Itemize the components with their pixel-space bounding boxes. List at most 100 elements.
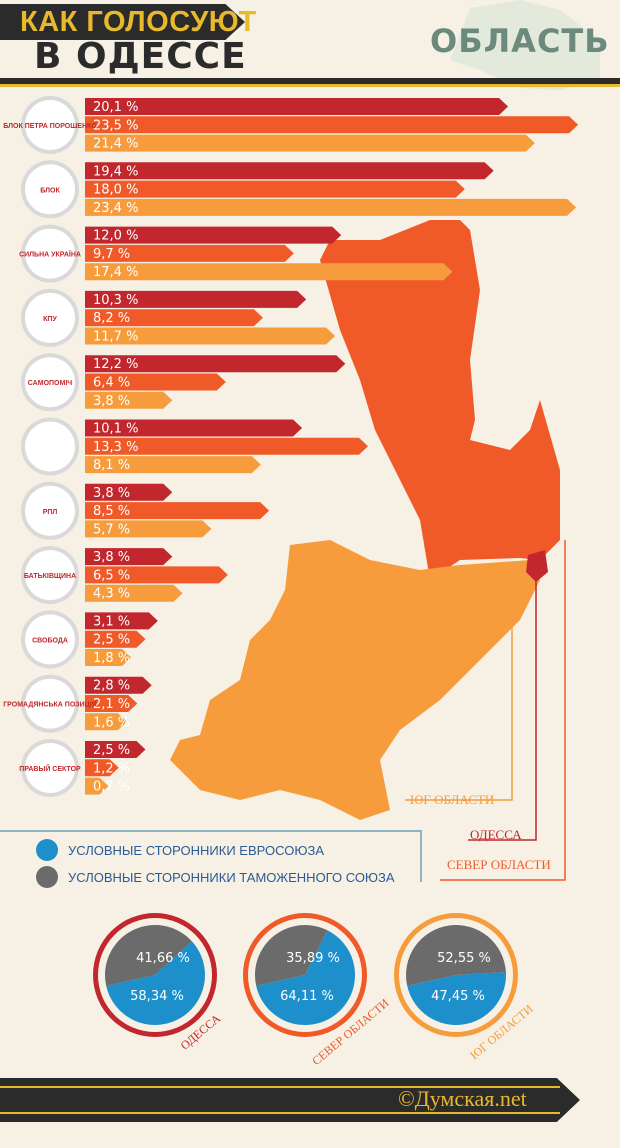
- bar-9-1: [85, 695, 138, 712]
- bar-6-0: [85, 483, 173, 501]
- copyright-text: ©Думская.net: [398, 1086, 527, 1111]
- party-name-label: СВОБОДА: [32, 637, 68, 644]
- pie-label-eu: 64,11 %: [280, 989, 334, 1004]
- svoboda-logo: СВОБОДА: [21, 610, 79, 669]
- bar-10-2: [85, 777, 109, 795]
- region-map: ЮГ ОБЛАСТИ ОДЕССА СЕВЕР ОБЛАСТИ: [170, 0, 600, 881]
- bpp-logo: БЛОК ПЕТРА ПОРОШЕНКО: [3, 96, 97, 154]
- map-label-south: ЮГ ОБЛАСТИ: [410, 792, 494, 807]
- logo-face: [25, 228, 75, 279]
- bar-0-0: [85, 98, 509, 115]
- bar-value-label: 9,7 %: [93, 247, 130, 262]
- pie-chart-2: 47,45 %52,55 %ЮГ ОБЛАСТИ: [394, 913, 536, 1062]
- party-name-label: КПУ: [43, 316, 57, 323]
- bar-value-label: 6,5 %: [93, 568, 130, 583]
- bar-value-label: 2,1 %: [93, 697, 130, 712]
- bar-8-2: [85, 649, 132, 666]
- bar-value-label: 10,1 %: [93, 422, 138, 437]
- bar-value-label: 13,3 %: [93, 440, 138, 455]
- legend-frame: [0, 830, 422, 882]
- bar-value-label: 18,0 %: [93, 183, 138, 198]
- pie-slice-1: [405, 924, 506, 986]
- footer-band: [0, 1078, 580, 1122]
- logo-face: [25, 100, 75, 150]
- people-front-logo: [21, 417, 79, 476]
- bar-0-1: [85, 116, 579, 134]
- party-name-label: ПРАВЫЙ СЕКТОР: [19, 764, 81, 773]
- bar-value-label: 3,8 %: [93, 486, 130, 501]
- bar-value-label: 1,8 %: [93, 651, 130, 666]
- rpl-logo: РПЛ: [21, 481, 79, 540]
- bar-10-0: [85, 741, 146, 758]
- bar-value-label: 21,4 %: [93, 137, 138, 152]
- leader-line-odessa: [468, 580, 537, 841]
- pie-chart-0: 58,34 %41,66 %ОДЕССА: [93, 913, 223, 1053]
- map-label-north: СЕВЕР ОБЛАСТИ: [447, 857, 551, 872]
- bar-1-0: [85, 162, 494, 180]
- civic-position-logo: ГРОМАДЯНСЬКА ПОЗИЦІЯ: [3, 674, 97, 733]
- bar-1-2: [85, 198, 577, 216]
- bar-value-label: 19,4 %: [93, 164, 138, 179]
- logo-face: [25, 614, 75, 665]
- bar-0-2: [85, 134, 535, 152]
- bar-3-1: [85, 309, 263, 327]
- bar-value-label: 8,2 %: [93, 311, 130, 326]
- pie-slice-0: [407, 972, 506, 1025]
- footer-accent-top: [0, 1086, 560, 1088]
- page-title-line2: В ОДЕССЕ: [34, 36, 247, 77]
- party-name-label: БАТЬКІВЩИНА: [24, 573, 76, 580]
- leader-line-south: [405, 620, 513, 801]
- bar-2-1: [85, 244, 294, 262]
- bar-1-1: [85, 180, 465, 198]
- party-name-label: БЛОК ПЕТРА ПОРОШЕНКО: [3, 123, 97, 130]
- bar-value-label: 0,7 %: [93, 780, 130, 795]
- bar-value-label: 3,8 %: [93, 394, 130, 409]
- bar-3-0: [85, 290, 307, 308]
- logo-face: [25, 292, 75, 343]
- bar-8-1: [85, 630, 146, 648]
- batkivshchyna-logo: БАТЬКІВЩИНА: [21, 546, 79, 605]
- footer-accent-bottom: [0, 1112, 560, 1114]
- bar-value-label: 10,3 %: [93, 293, 138, 308]
- bar-value-label: 17,4 %: [93, 265, 138, 280]
- bar-value-label: 3,1 %: [93, 614, 130, 629]
- right-sector-logo: ПРАВЫЙ СЕКТОР: [19, 739, 81, 797]
- bar-value-label: 20,1 %: [93, 100, 138, 115]
- pie-slice-0: [256, 930, 356, 1025]
- bar-4-1: [85, 373, 226, 391]
- logo-face: [25, 421, 75, 472]
- logo-face: [25, 550, 75, 601]
- bar-value-label: 2,5 %: [93, 633, 130, 648]
- strong-ukraine-logo: СИЛЬНА УКРАЇНА: [19, 224, 81, 283]
- bar-value-label: 23,5 %: [93, 118, 138, 133]
- bar-value-label: 5,7 %: [93, 522, 130, 537]
- region-title: ОБЛАСТЬ: [430, 22, 610, 60]
- party-name-label: РПЛ: [43, 509, 58, 516]
- bar-value-label: 6,4 %: [93, 376, 130, 391]
- leader-line-north: [440, 540, 566, 881]
- bar-5-2: [85, 456, 261, 474]
- bar-3-2: [85, 327, 336, 345]
- bar-2-0: [85, 226, 342, 244]
- bar-value-label: 8,5 %: [93, 504, 130, 519]
- legend-eu: УСЛОВНЫЕ СТОРОННИКИ ЕВРОСОЮЗА: [36, 839, 324, 861]
- bar-6-2: [85, 520, 212, 538]
- party-name-label: БЛОК: [40, 187, 60, 194]
- bar-value-label: 8,1 %: [93, 458, 130, 473]
- bar-9-0: [85, 676, 152, 694]
- bar-value-label: 23,4 %: [93, 201, 138, 216]
- region-silhouette: [450, 0, 600, 90]
- party-logos: БЛОК ПЕТРА ПОРОШЕНКО БЛОК СИЛЬНА УКРАЇНА КП…: [3, 96, 97, 797]
- pie-label-eu: 47,45 %: [431, 989, 485, 1004]
- pie-label-customs: 41,66 %: [136, 951, 190, 966]
- pie-slice-1: [104, 924, 192, 986]
- pie-label-eu: 58,34 %: [130, 989, 184, 1004]
- map-south-region: [170, 540, 540, 820]
- bar-chart: 20,1 % 23,5 % 21,4 % 19,4 % 18,0 % 23,4 % 12,0…: [85, 98, 579, 795]
- bar-10-1: [85, 759, 119, 777]
- bar-7-1: [85, 566, 228, 584]
- party-name-label: САМОПОМІЧ: [28, 380, 72, 387]
- bar-value-label: 1,6 %: [93, 715, 130, 730]
- logo-face: [25, 678, 75, 729]
